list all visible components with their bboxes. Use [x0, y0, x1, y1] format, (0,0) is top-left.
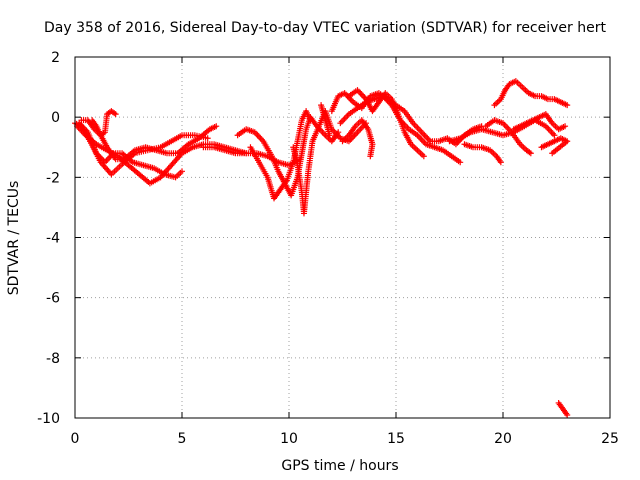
series-arc-16 [461, 141, 504, 166]
y-tick-label: -10 [37, 411, 60, 427]
data-point [326, 132, 333, 139]
data-point [564, 411, 571, 418]
data-point [204, 135, 211, 142]
data-point [497, 159, 504, 166]
y-tick-label: 2 [51, 50, 60, 66]
grid-lines [75, 57, 610, 418]
y-tick-label: -4 [46, 231, 60, 247]
series-arc-17 [482, 117, 534, 157]
data-point [549, 150, 556, 157]
y-tick-label: -6 [46, 291, 60, 307]
y-tick-label: -2 [46, 170, 60, 186]
series-arc-5 [78, 117, 220, 163]
data-point [179, 168, 185, 175]
data-point [367, 153, 374, 160]
data-point [307, 117, 314, 124]
chart-title: Day 358 of 2016, Sidereal Day-to-day VTE… [44, 20, 606, 36]
series-arc-20 [538, 135, 571, 157]
series-arc-19 [510, 111, 569, 133]
data-markers [72, 78, 571, 418]
x-tick-label: 5 [178, 431, 187, 447]
series-arc-13 [345, 87, 427, 160]
series-arc-7 [234, 114, 342, 199]
data-point [112, 111, 119, 118]
x-tick-label: 15 [387, 431, 405, 447]
data-point [213, 123, 220, 130]
series-arc-14 [339, 117, 376, 160]
x-axis-ticks: 0 5 10 15 20 25 [71, 57, 619, 447]
series-arc-4 [89, 108, 119, 139]
data-point [527, 150, 534, 157]
data-point [562, 123, 569, 130]
y-tick-label: -8 [46, 351, 60, 367]
x-tick-label: 25 [601, 431, 619, 447]
series-arc-10 [318, 102, 333, 139]
data-point [551, 132, 558, 139]
data-point [420, 153, 427, 160]
data-point [564, 102, 571, 109]
x-tick-label: 0 [71, 431, 80, 447]
y-tick-label: 0 [51, 110, 60, 126]
data-point [457, 159, 464, 166]
x-tick-label: 20 [494, 431, 512, 447]
series-arc-18 [491, 78, 571, 109]
x-tick-label: 10 [280, 431, 298, 447]
y-axis-label: SDTVAR / TECUs [6, 181, 22, 296]
x-axis-label: GPS time / hours [281, 458, 398, 474]
y-axis-ticks: 2 0 -2 -4 -6 -8 -10 [37, 50, 610, 427]
series-arc-21 [555, 399, 571, 418]
